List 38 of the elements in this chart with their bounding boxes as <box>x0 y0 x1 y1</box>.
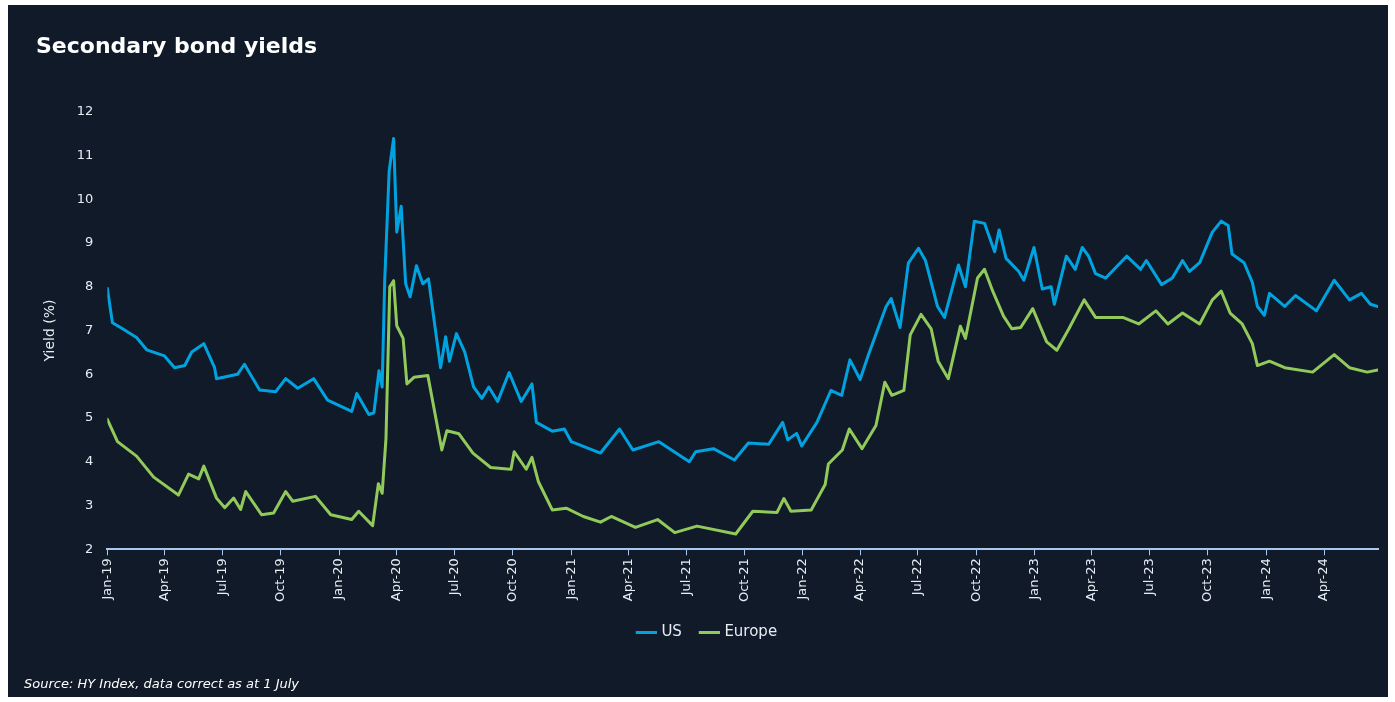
x-tick-label: Apr-20 <box>388 558 404 602</box>
x-tick-label: Jul-23 <box>1140 558 1156 597</box>
x-tick-label: Oct-22 <box>967 558 983 603</box>
x-tick-label: Jan-20 <box>330 558 346 601</box>
x-tick-label: Jul-20 <box>445 558 461 597</box>
x-tick-label: Apr-23 <box>1083 558 1099 602</box>
y-tick-label: 12 <box>76 103 94 119</box>
y-tick-label: 10 <box>76 190 94 206</box>
y-axis-title: Yield (%) <box>41 299 58 363</box>
x-tick-label: Jul-19 <box>213 558 229 597</box>
x-tick-label: Jul-22 <box>909 558 925 597</box>
y-tick-label: 6 <box>85 365 94 381</box>
x-tick-label: Jan-21 <box>562 558 578 601</box>
x-tick-label: Apr-22 <box>851 558 867 602</box>
chart-title: Secondary bond yields <box>36 33 318 58</box>
y-tick-label: 11 <box>76 146 94 162</box>
x-tick-label: Jan-24 <box>1257 558 1273 601</box>
source-note: Source: HY Index, data correct as at 1 July <box>24 676 300 691</box>
y-tick-label: 3 <box>85 496 94 512</box>
x-tick-label: Jan-19 <box>98 558 114 601</box>
y-tick-label: 4 <box>85 453 94 469</box>
x-tick-label: Apr-19 <box>155 558 171 602</box>
x-tick-label: Oct-21 <box>735 558 751 603</box>
x-tick-label: Oct-23 <box>1199 558 1215 603</box>
x-tick-label: Jan-23 <box>1026 558 1042 601</box>
legend-label: US <box>661 622 682 641</box>
x-tick-label: Jul-21 <box>677 558 693 597</box>
x-tick-label: Apr-24 <box>1315 558 1331 602</box>
x-tick-label: Apr-21 <box>619 558 635 602</box>
x-tick-label: Oct-20 <box>504 558 520 603</box>
y-tick-label: 5 <box>85 409 94 425</box>
y-tick-label: 7 <box>85 321 94 337</box>
y-tick-label: 9 <box>85 234 94 250</box>
y-tick-label: 8 <box>85 278 94 294</box>
x-tick-label: Oct-19 <box>271 558 287 603</box>
x-tick-label: Jan-22 <box>794 558 810 601</box>
y-tick-label: 2 <box>85 540 94 556</box>
legend-label: Europe <box>724 622 778 641</box>
